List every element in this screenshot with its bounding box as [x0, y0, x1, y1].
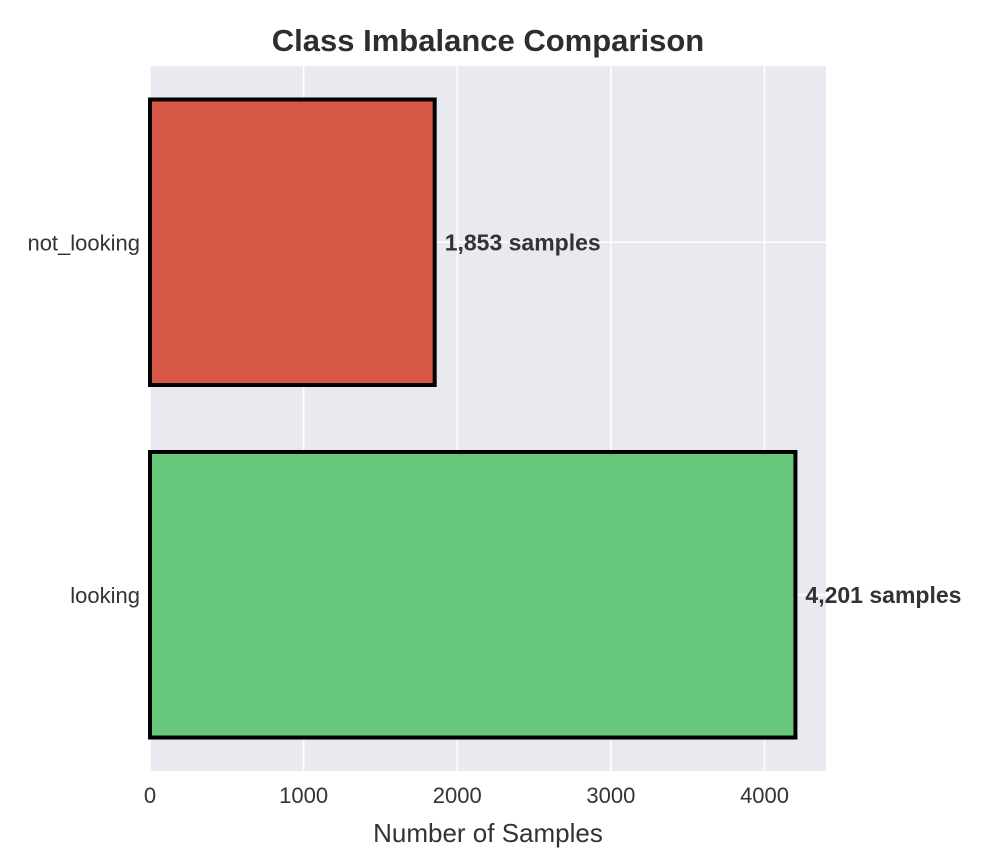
data-label: 4,201 samples — [805, 582, 961, 608]
x-axis-ticks: 0 1000 2000 3000 4000 — [144, 783, 789, 808]
y-tick-label: looking — [70, 583, 140, 608]
bar-not-looking — [148, 97, 437, 388]
chart-title: Class Imbalance Comparison — [272, 23, 704, 58]
data-labels: 1,853 samples 4,201 samples — [445, 229, 962, 608]
y-tick-label: not_looking — [27, 230, 140, 255]
x-axis-label: Number of Samples — [373, 818, 603, 848]
bars — [148, 97, 798, 740]
data-label: 1,853 samples — [445, 229, 601, 255]
x-tick-label: 1000 — [279, 783, 328, 808]
x-tick-label: 3000 — [586, 783, 635, 808]
bar-looking — [148, 449, 798, 740]
x-tick-label: 2000 — [433, 783, 482, 808]
x-tick-label: 0 — [144, 783, 156, 808]
x-tick-label: 4000 — [740, 783, 789, 808]
